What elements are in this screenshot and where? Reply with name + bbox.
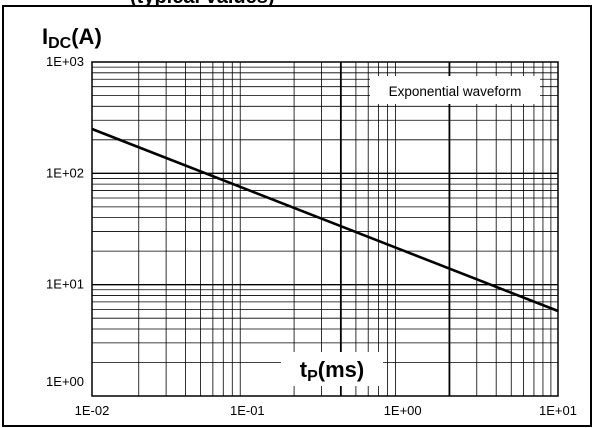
x-axis-label-sub: P bbox=[307, 368, 318, 385]
x-axis-label-box bbox=[281, 352, 383, 386]
x-tick-label: 1E-02 bbox=[75, 403, 110, 418]
annotation-box bbox=[370, 76, 540, 104]
series-line bbox=[91, 127, 559, 313]
y-tick-label: 1E+00 bbox=[46, 374, 84, 389]
x-tick-label: 1E+01 bbox=[539, 403, 577, 418]
y-tick-label: 1E+01 bbox=[46, 277, 84, 292]
x-axis-label-unit: (ms) bbox=[318, 357, 364, 382]
x-tick-labels: 1E-02 1E-01 1E+00 1E+01 bbox=[75, 403, 577, 418]
y-axis-label-main: I bbox=[42, 24, 48, 49]
x-tick-label: 1E+00 bbox=[384, 403, 422, 418]
y-tick-label: 1E+03 bbox=[46, 54, 84, 69]
y-axis-label-sub: DC bbox=[48, 35, 72, 52]
outer-border bbox=[2, 5, 592, 427]
grid bbox=[92, 62, 558, 396]
x-axis-label-main: t bbox=[300, 357, 308, 382]
y-axis-label-unit: (A) bbox=[71, 24, 102, 49]
annotation-text: Exponential waveform bbox=[389, 84, 522, 99]
y-tick-labels: 1E+00 1E+01 1E+02 1E+03 bbox=[46, 54, 84, 389]
y-axis-label: IDC(A) bbox=[42, 24, 102, 52]
x-axis-label: tP(ms) bbox=[300, 357, 364, 385]
y-tick-label: 1E+02 bbox=[46, 165, 84, 180]
series bbox=[91, 127, 559, 313]
plot-frame bbox=[91, 61, 559, 397]
x-tick-label: 1E-01 bbox=[230, 403, 265, 418]
